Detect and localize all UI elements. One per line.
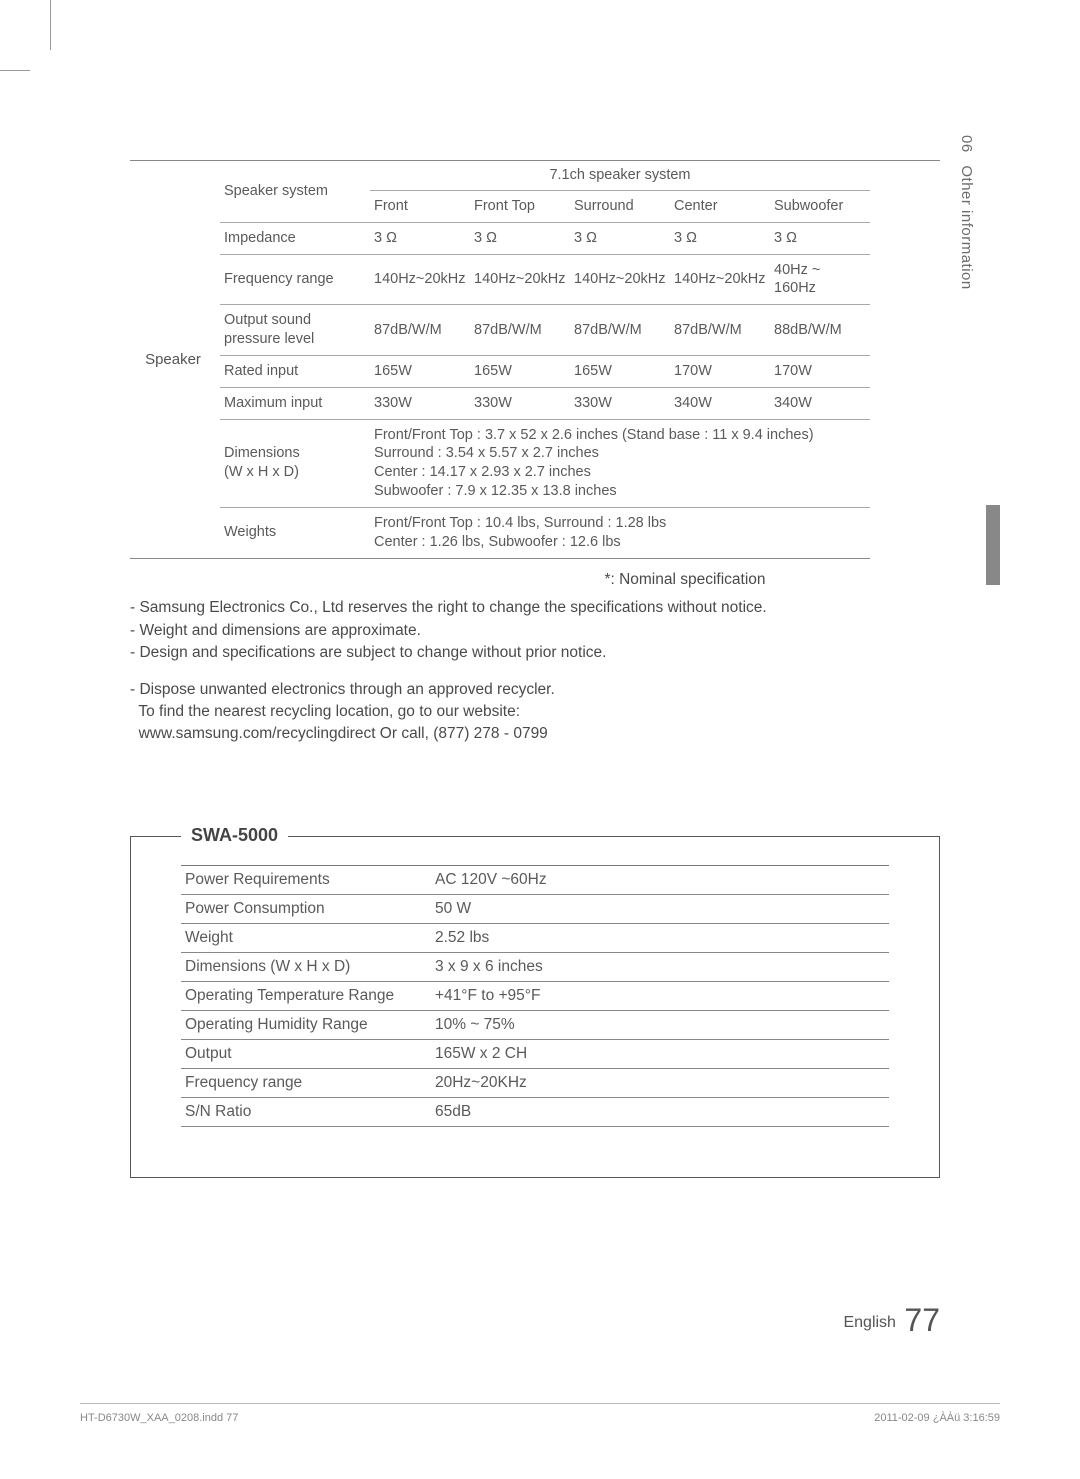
note-line: - Weight and dimensions are approximate. [130,620,940,642]
table-cell: 170W [670,356,770,388]
row-label: Output sound pressure level [220,305,370,356]
table-cell: 87dB/W/M [470,305,570,356]
swa-value: 50 W [431,895,889,924]
table-cell: 40Hz ~ 160Hz [770,255,870,306]
speaker-system-title: 7.1ch speaker system [370,161,870,191]
table-cell: 88dB/W/M [770,305,870,356]
table-cell: 330W [370,388,470,420]
speaker-system-label: Speaker system [220,161,370,223]
page-content: Speaker Speaker system 7.1ch speaker sys… [130,160,940,1178]
meta-timestamp: 2011-02-09 ¿ÀÀü 3:16:59 [874,1412,1000,1424]
page-footer: English 77 [843,1302,940,1339]
swa-label: Operating Humidity Range [181,1011,431,1040]
swa-label: Power Requirements [181,865,431,895]
dimensions-value: Front/Front Top : 3.7 x 52 x 2.6 inches … [370,420,870,508]
table-cell: 165W [370,356,470,388]
table-row-header: Speaker [130,161,220,559]
section-tab: 06 Other information [958,135,975,290]
table-cell: 140Hz~20kHz [370,255,470,306]
swa-value: +41°F to +95°F [431,982,889,1011]
swa-label: S/N Ratio [181,1098,431,1127]
col-center: Center [670,191,770,223]
thumb-indicator [986,505,1000,585]
table-cell: 87dB/W/M [670,305,770,356]
recycle-line: To find the nearest recycling location, … [130,701,940,723]
section-number: 06 [958,135,975,153]
section-label: Other information [958,165,975,289]
table-cell: 330W [570,388,670,420]
swa-label: Operating Temperature Range [181,982,431,1011]
recycle-line: - Dispose unwanted electronics through a… [130,679,940,701]
crop-marks [0,0,1080,80]
dimensions-label: Dimensions (W x H x D) [220,420,370,508]
swa-label: Weight [181,924,431,953]
row-label: Frequency range [220,255,370,306]
table-cell: 140Hz~20kHz [470,255,570,306]
swa-label: Dimensions (W x H x D) [181,953,431,982]
swa-value: 10% ~ 75% [431,1011,889,1040]
table-cell: 3 Ω [570,223,670,255]
table-cell: 3 Ω [370,223,470,255]
weights-label: Weights [220,508,370,559]
swa-value: AC 120V ~60Hz [431,865,889,895]
table-cell: 87dB/W/M [370,305,470,356]
table-cell: 140Hz~20kHz [570,255,670,306]
swa-value: 2.52 lbs [431,924,889,953]
row-label: Impedance [220,223,370,255]
speaker-spec-table: Speaker Speaker system 7.1ch speaker sys… [130,160,940,559]
table-cell: 170W [770,356,870,388]
table-cell: 3 Ω [670,223,770,255]
footer-language: English [843,1314,895,1331]
col-surround: Surround [570,191,670,223]
row-label: Rated input [220,356,370,388]
table-cell: 340W [670,388,770,420]
table-cell: 3 Ω [770,223,870,255]
row-label: Maximum input [220,388,370,420]
table-cell: 3 Ω [470,223,570,255]
swa-label: Output [181,1040,431,1069]
meta-filename: HT-D6730W_XAA_0208.indd 77 [80,1412,238,1424]
print-meta: HT-D6730W_XAA_0208.indd 77 2011-02-09 ¿À… [80,1403,1000,1424]
swa-value: 20Hz~20KHz [431,1069,889,1098]
swa-value: 65dB [431,1098,889,1127]
swa-value: 3 x 9 x 6 inches [431,953,889,982]
table-cell: 165W [570,356,670,388]
swa-title: SWA-5000 [181,825,288,846]
note-line: - Design and specifications are subject … [130,642,940,664]
table-cell: 330W [470,388,570,420]
col-front-top: Front Top [470,191,570,223]
col-subwoofer: Subwoofer [770,191,870,223]
swa-label: Frequency range [181,1069,431,1098]
table-cell: 87dB/W/M [570,305,670,356]
weights-value: Front/Front Top : 10.4 lbs, Surround : 1… [370,508,870,559]
table-cell: 165W [470,356,570,388]
note-line: - Samsung Electronics Co., Ltd reserves … [130,597,940,619]
table-cell: 340W [770,388,870,420]
notes-block: *: Nominal specification - Samsung Elect… [130,569,940,746]
nominal-note: *: Nominal specification [430,569,940,591]
swa-label: Power Consumption [181,895,431,924]
recycle-line: www.samsung.com/recyclingdirect Or call,… [130,723,940,745]
col-front: Front [370,191,470,223]
table-cell: 140Hz~20kHz [670,255,770,306]
page-number: 77 [904,1302,940,1338]
swa-spec-box: SWA-5000 Power Requirements AC 120V ~60H… [130,836,940,1178]
swa-spec-table: Power Requirements AC 120V ~60Hz Power C… [181,865,889,1127]
swa-value: 165W x 2 CH [431,1040,889,1069]
